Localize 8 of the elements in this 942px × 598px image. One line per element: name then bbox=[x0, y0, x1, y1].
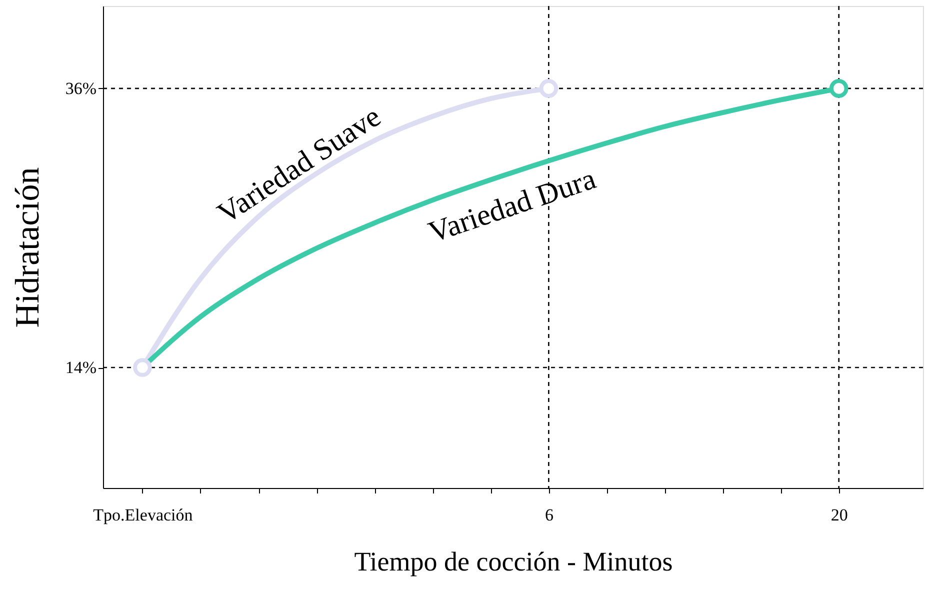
y-tick-label: 14% bbox=[65, 358, 96, 377]
y-tick-label: 36% bbox=[65, 78, 96, 98]
x-tick-label: Tpo.Elevación bbox=[93, 506, 194, 524]
x-tick-label: 20 bbox=[830, 506, 848, 524]
x-tick-label: 6 bbox=[544, 506, 554, 524]
text: Variedad Dura bbox=[424, 162, 600, 250]
y-axis-title: Hidratación bbox=[9, 167, 46, 328]
x-axis-title: Tiempo de cocción - Minutos bbox=[354, 546, 673, 576]
